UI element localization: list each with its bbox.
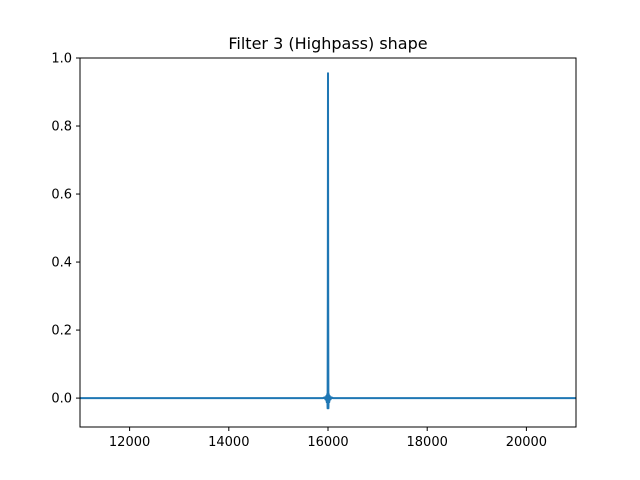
x-tick-label: 14000 [208, 435, 249, 450]
y-tick-label: 0.8 [51, 120, 72, 135]
y-tick-label: 1.0 [51, 52, 72, 67]
x-tick-label: 20000 [506, 435, 547, 450]
axes-frame [79, 57, 577, 428]
x-tick-label: 18000 [407, 435, 448, 450]
x-tick-label: 16000 [307, 435, 348, 450]
chart-title: Filter 3 (Highpass) shape [228, 34, 427, 53]
y-axis: 0.0 0.2 0.4 0.6 0.8 1.0 [51, 52, 80, 407]
x-tick-label: 12000 [109, 435, 150, 450]
y-tick-label: 0.2 [51, 324, 72, 339]
y-tick-label: 0.0 [51, 392, 72, 407]
plot-area [80, 72, 576, 410]
y-tick-label: 0.4 [51, 256, 72, 271]
x-axis: 12000 14000 16000 18000 20000 [109, 427, 547, 450]
series-line [80, 72, 576, 410]
y-tick-label: 0.6 [51, 188, 72, 203]
